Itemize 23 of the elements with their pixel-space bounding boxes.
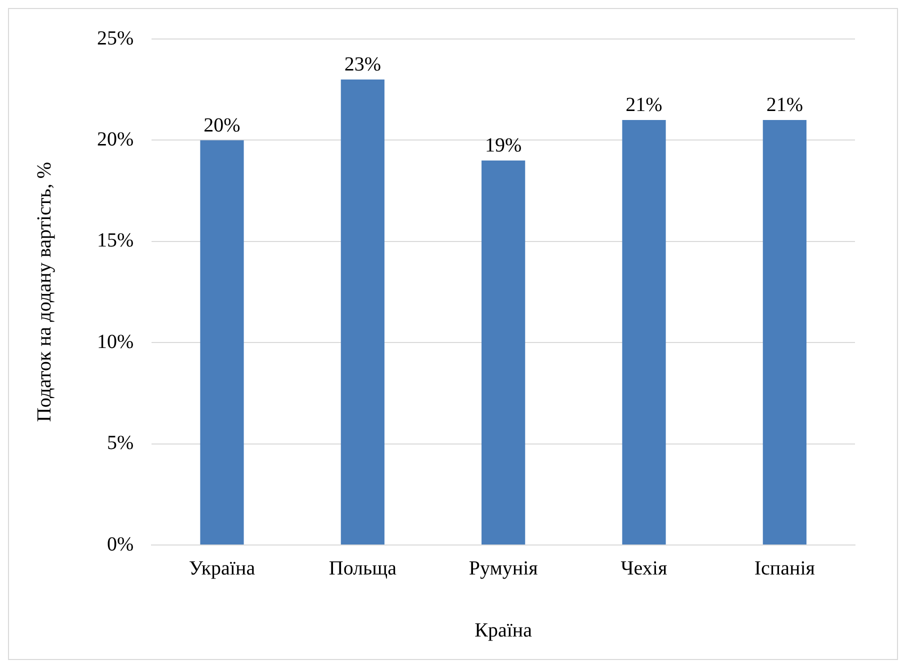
y-tick-label: 10% [96,330,134,353]
data-label: 20% [204,114,240,136]
data-label: 21% [766,94,803,116]
data-label: 19% [484,134,522,157]
bar [200,140,244,544]
y-tick-label: 25% [96,27,134,50]
bar [762,120,806,544]
y-tick-label: 5% [106,432,134,454]
x-tick-label: Україна [188,557,256,580]
data-label: 23% [344,54,381,76]
x-tick-label: Іспанія [754,557,815,580]
bar [622,120,666,544]
x-axis-title: Країна [474,619,532,642]
x-tick-label: Польща [328,557,397,580]
x-tick-label: Чехія [620,557,668,580]
y-tick-label: 20% [96,128,134,150]
y-tick-label: 0% [106,533,134,556]
y-axis-title: Податок на додану вартість, % [33,162,56,422]
x-tick-label: Румунія [468,557,538,580]
y-tick-label: 15% [96,230,134,252]
data-label: 21% [626,94,662,116]
bar [340,79,384,544]
bar [482,160,526,544]
